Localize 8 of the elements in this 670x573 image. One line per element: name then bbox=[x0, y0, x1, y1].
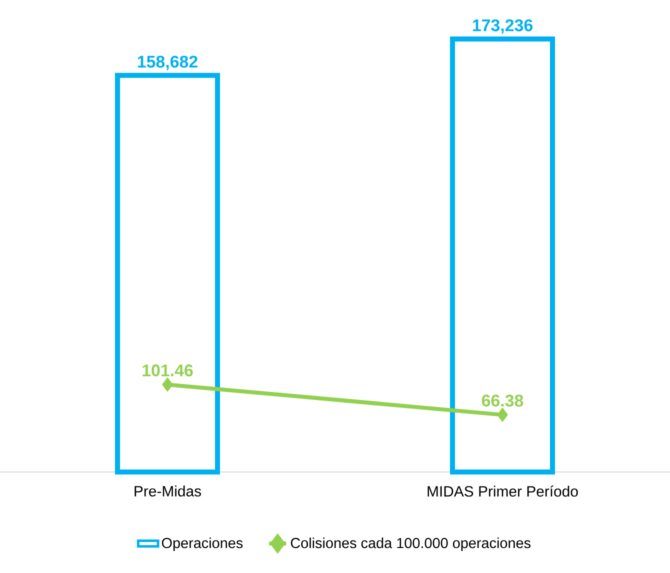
data-label: 158,682 bbox=[138, 56, 198, 70]
data-label: 101.46 bbox=[142, 364, 193, 376]
x-tick-label: Pre-Midas bbox=[134, 486, 201, 496]
data-label: 66.38 bbox=[482, 394, 524, 407]
data-label: 173,236 bbox=[472, 19, 532, 34]
x-tick-label: MIDAS Primer Período bbox=[428, 486, 578, 497]
legend-label: Operaciones bbox=[162, 538, 243, 552]
legend-label: Colisiones cada 100.000 operaciones bbox=[290, 538, 531, 552]
